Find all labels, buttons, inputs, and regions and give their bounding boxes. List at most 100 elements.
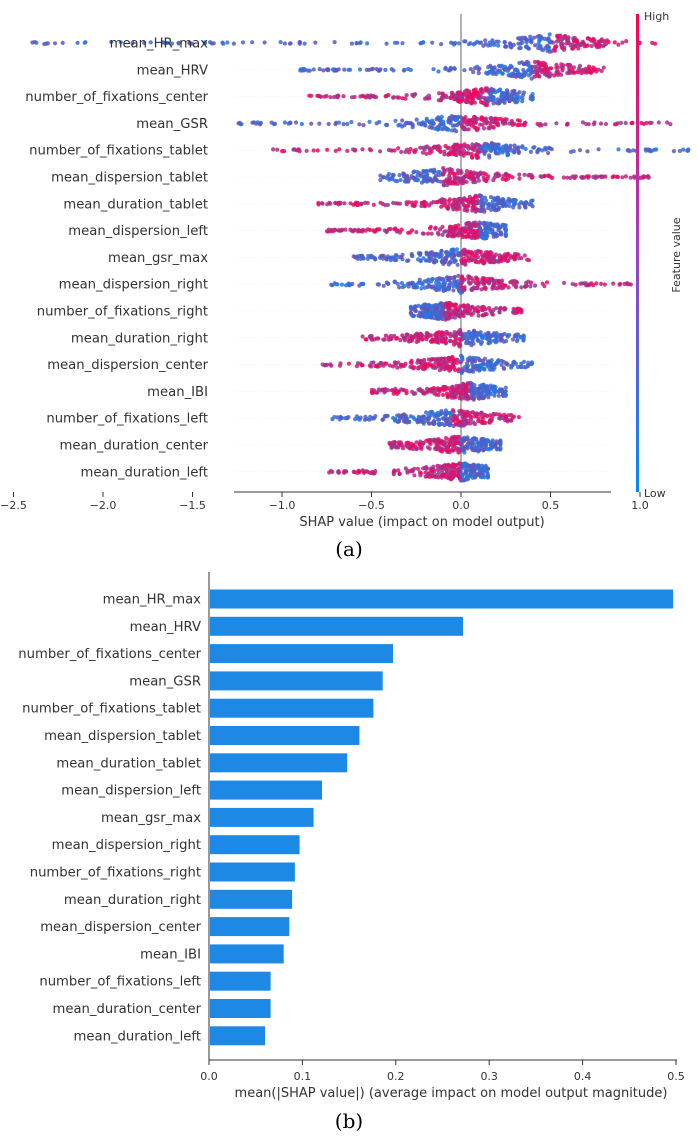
shap-point xyxy=(427,421,432,426)
shap-point xyxy=(488,392,493,397)
shap-point xyxy=(130,40,135,46)
shap-point xyxy=(374,121,379,126)
shap-point xyxy=(388,337,393,342)
shap-point xyxy=(398,338,403,343)
shap-point xyxy=(528,149,534,154)
shap-point xyxy=(501,148,506,153)
shap-point xyxy=(529,198,534,204)
shap-point xyxy=(486,305,492,311)
shap-point xyxy=(381,337,386,342)
shap-point xyxy=(374,390,379,395)
shap-point xyxy=(448,65,453,70)
shap-point xyxy=(471,180,476,185)
shap-point xyxy=(510,94,515,99)
shap-point xyxy=(392,333,397,338)
shap-point xyxy=(407,446,412,451)
shap-point xyxy=(465,221,470,226)
caption-a: (a) xyxy=(335,537,363,561)
shap-point xyxy=(474,286,479,291)
shap-point xyxy=(440,305,445,310)
shap-point xyxy=(469,152,474,157)
shap-point xyxy=(426,280,431,285)
shap-point xyxy=(458,332,463,337)
shap-point xyxy=(411,282,416,287)
shap-point xyxy=(384,413,389,419)
shap-point xyxy=(556,71,561,76)
shap-point xyxy=(349,41,354,46)
feature-label: mean_IBI xyxy=(147,385,208,400)
shap-point xyxy=(254,121,259,126)
shap-point xyxy=(447,311,453,316)
shap-point xyxy=(468,92,473,97)
shap-point xyxy=(430,277,435,282)
shap-point xyxy=(487,69,492,74)
shap-point xyxy=(518,307,523,312)
shap-point xyxy=(640,175,646,180)
shap-point xyxy=(474,223,479,228)
shap-point xyxy=(402,419,407,424)
shap-point xyxy=(489,202,494,207)
shap-point xyxy=(489,333,494,338)
shap-point xyxy=(645,174,650,179)
shap-point xyxy=(431,121,436,126)
shap-point xyxy=(412,416,417,422)
feature-label: mean_HR_max xyxy=(110,37,209,52)
shap-point xyxy=(422,365,427,370)
shap-point xyxy=(474,90,479,95)
shap-point xyxy=(485,176,490,181)
shap-point xyxy=(428,224,433,229)
feature-label: mean_duration_left xyxy=(81,465,208,480)
shap-point xyxy=(593,175,598,180)
shap-point xyxy=(361,281,366,286)
shap-point xyxy=(624,39,629,44)
beeswarm-row xyxy=(271,141,691,160)
shap-point xyxy=(536,60,542,65)
x-tick-label-b: 0.4 xyxy=(574,1070,592,1083)
shap-point xyxy=(491,384,496,389)
shap-point xyxy=(369,254,375,259)
shap-point xyxy=(457,396,462,401)
shap-point xyxy=(426,231,431,236)
shap-point xyxy=(469,235,474,241)
shap-point xyxy=(418,258,423,263)
shap-point xyxy=(506,418,511,423)
colorbar-high-label: High xyxy=(644,10,669,23)
shap-point xyxy=(448,280,453,285)
shap-point xyxy=(510,122,515,127)
shap-point xyxy=(469,343,474,348)
shap-point xyxy=(499,95,504,100)
shap-point xyxy=(489,364,494,369)
shap-point xyxy=(653,41,658,46)
shap-point xyxy=(356,470,362,475)
shap-point xyxy=(468,388,473,393)
shap-point xyxy=(601,65,606,70)
shap-point xyxy=(336,202,341,207)
shap-point xyxy=(479,100,484,105)
shap-point xyxy=(458,282,464,287)
shap-point xyxy=(538,121,543,126)
shap-point xyxy=(317,67,322,72)
shap-point xyxy=(503,228,508,233)
shap-point xyxy=(499,336,504,341)
shap-point xyxy=(429,412,434,417)
shap-point xyxy=(572,44,577,49)
shap-point xyxy=(420,419,426,425)
shap-point xyxy=(418,251,423,256)
shap-point xyxy=(409,121,414,126)
shap-point xyxy=(509,72,514,77)
shap-point xyxy=(391,95,396,100)
shap-point xyxy=(286,121,291,126)
shap-point xyxy=(309,93,314,98)
shap-point xyxy=(456,41,462,46)
shap-point xyxy=(591,36,596,42)
shap-point xyxy=(466,368,471,373)
shap-point xyxy=(404,200,409,205)
shap-point xyxy=(537,67,542,72)
shap-point xyxy=(452,180,457,185)
shap-point xyxy=(460,415,466,420)
shap-point xyxy=(444,391,449,396)
shap-point xyxy=(483,227,488,232)
shap-point xyxy=(309,121,314,126)
shap-point xyxy=(524,59,530,64)
shap-point xyxy=(470,337,475,342)
